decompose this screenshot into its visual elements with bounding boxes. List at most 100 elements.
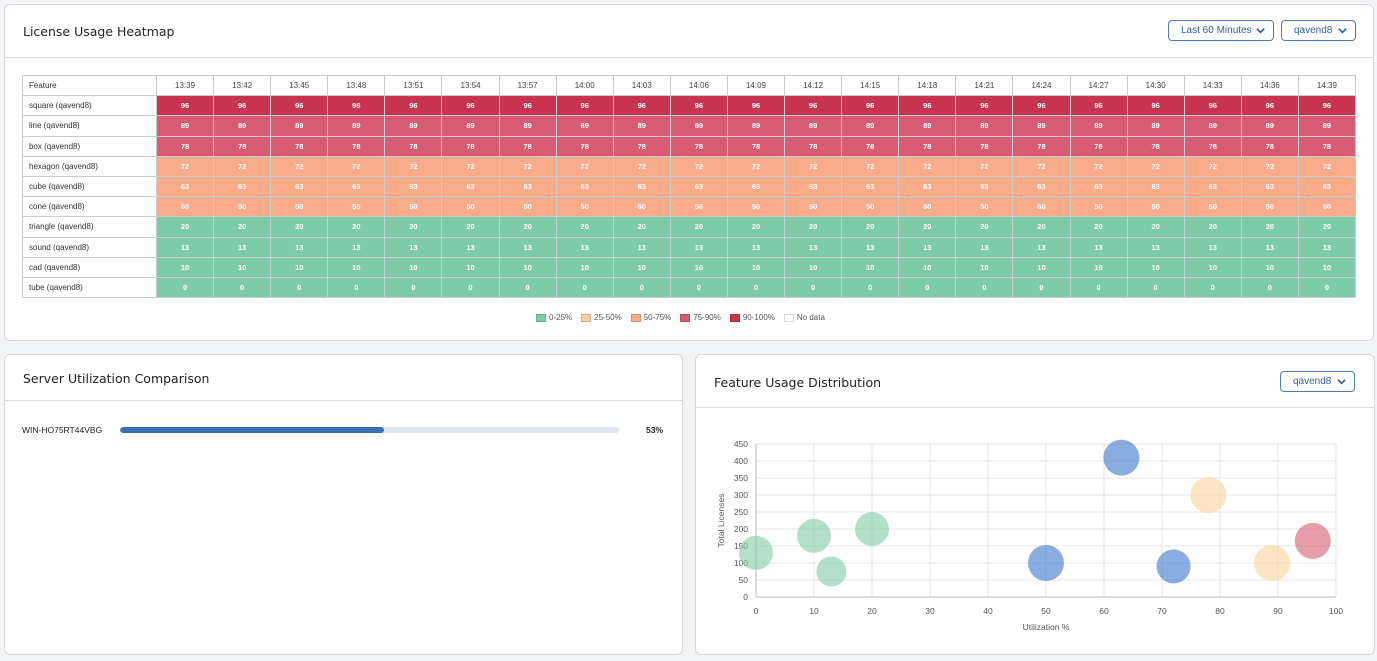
heatmap-cell[interactable]: 89	[327, 115, 386, 137]
heatmap-cell[interactable]: 20	[441, 216, 500, 238]
heatmap-cell[interactable]: 72	[270, 155, 329, 177]
bubble-point[interactable]	[1294, 522, 1331, 559]
bubble-point[interactable]	[855, 512, 889, 546]
heatmap-cell[interactable]: 0	[726, 276, 786, 299]
heatmap-cell[interactable]: 63	[155, 175, 215, 198]
heatmap-cell[interactable]: 50	[1183, 196, 1242, 218]
heatmap-cell[interactable]: 20	[784, 216, 843, 238]
heatmap-cell[interactable]: 20	[1069, 216, 1128, 238]
bubble-point[interactable]	[1190, 477, 1227, 513]
heatmap-cell[interactable]: 89	[555, 115, 614, 137]
heatmap-cell[interactable]: 96	[213, 95, 272, 117]
heatmap-cell[interactable]: 89	[726, 115, 786, 137]
heatmap-cell[interactable]: 89	[1012, 115, 1071, 137]
heatmap-cell[interactable]: 10	[327, 256, 386, 278]
heatmap-cell[interactable]: 20	[327, 216, 386, 238]
heatmap-cell[interactable]: 63	[270, 175, 329, 198]
heatmap-cell[interactable]: 96	[898, 95, 957, 117]
heatmap-cell[interactable]: 50	[1297, 196, 1357, 218]
heatmap-cell[interactable]: 78	[498, 135, 557, 157]
heatmap-cell[interactable]: 0	[955, 276, 1014, 299]
heatmap-cell[interactable]: 20	[1012, 216, 1071, 238]
heatmap-cell[interactable]: 63	[784, 175, 843, 198]
heatmap-cell[interactable]: 96	[784, 95, 843, 117]
heatmap-cell[interactable]: 10	[726, 256, 786, 278]
heatmap-cell[interactable]: 89	[898, 115, 957, 137]
heatmap-cell[interactable]: 89	[1297, 115, 1357, 137]
heatmap-cell[interactable]: 63	[1069, 175, 1128, 198]
heatmap-cell[interactable]: 78	[555, 135, 614, 157]
time-range-select[interactable]: Last 60 Minutes	[1168, 20, 1274, 41]
heatmap-cell[interactable]: 0	[612, 276, 671, 299]
heatmap-cell[interactable]: 50	[1126, 196, 1185, 218]
heatmap-cell[interactable]: 63	[498, 175, 557, 198]
heatmap-cell[interactable]: 20	[1240, 216, 1299, 238]
heatmap-cell[interactable]: 10	[898, 256, 957, 278]
heatmap-cell[interactable]: 10	[555, 256, 614, 278]
heatmap-cell[interactable]: 72	[498, 155, 557, 177]
heatmap-cell[interactable]: 0	[784, 276, 843, 299]
heatmap-cell[interactable]: 96	[669, 95, 728, 117]
heatmap-cell[interactable]: 96	[1069, 95, 1128, 117]
heatmap-cell[interactable]: 78	[1126, 135, 1185, 157]
heatmap-cell[interactable]: 72	[1012, 155, 1071, 177]
heatmap-cell[interactable]: 72	[555, 155, 614, 177]
heatmap-cell[interactable]: 72	[155, 155, 215, 177]
heatmap-cell[interactable]: 78	[155, 135, 215, 157]
heatmap-cell[interactable]: 10	[270, 256, 329, 278]
heatmap-cell[interactable]: 13	[327, 236, 386, 258]
heatmap-cell[interactable]: 89	[1240, 115, 1299, 137]
heatmap-cell[interactable]: 13	[726, 236, 786, 258]
heatmap-cell[interactable]: 0	[898, 276, 957, 299]
heatmap-cell[interactable]: 89	[669, 115, 728, 137]
heatmap-cell[interactable]: 96	[498, 95, 557, 117]
heatmap-cell[interactable]: 10	[498, 256, 557, 278]
heatmap-cell[interactable]: 78	[726, 135, 786, 157]
heatmap-cell[interactable]: 10	[841, 256, 900, 278]
heatmap-cell[interactable]: 50	[1240, 196, 1299, 218]
heatmap-cell[interactable]: 13	[1126, 236, 1185, 258]
heatmap-cell[interactable]: 78	[669, 135, 728, 157]
heatmap-cell[interactable]: 13	[384, 236, 443, 258]
heatmap-cell[interactable]: 89	[1069, 115, 1128, 137]
heatmap-cell[interactable]: 72	[1126, 155, 1185, 177]
heatmap-cell[interactable]: 78	[784, 135, 843, 157]
heatmap-cell[interactable]: 13	[1183, 236, 1242, 258]
heatmap-cell[interactable]: 78	[1297, 135, 1357, 157]
heatmap-cell[interactable]: 96	[384, 95, 443, 117]
heatmap-cell[interactable]: 50	[555, 196, 614, 218]
heatmap-cell[interactable]: 63	[1240, 175, 1299, 198]
heatmap-cell[interactable]: 96	[612, 95, 671, 117]
heatmap-cell[interactable]: 50	[898, 196, 957, 218]
heatmap-cell[interactable]: 78	[955, 135, 1014, 157]
heatmap-cell[interactable]: 89	[612, 115, 671, 137]
heatmap-cell[interactable]: 78	[327, 135, 386, 157]
heatmap-cell[interactable]: 13	[1012, 236, 1071, 258]
heatmap-cell[interactable]: 63	[1012, 175, 1071, 198]
heatmap-cell[interactable]: 0	[213, 276, 272, 299]
heatmap-cell[interactable]: 10	[155, 256, 215, 278]
heatmap-cell[interactable]: 20	[155, 216, 215, 238]
heatmap-cell[interactable]: 50	[270, 196, 329, 218]
heatmap-cell[interactable]: 78	[898, 135, 957, 157]
heatmap-cell[interactable]: 78	[1012, 135, 1071, 157]
heatmap-cell[interactable]: 50	[612, 196, 671, 218]
heatmap-cell[interactable]: 0	[1240, 276, 1299, 299]
heatmap-cell[interactable]: 63	[327, 175, 386, 198]
heatmap-cell[interactable]: 0	[1012, 276, 1071, 299]
heatmap-cell[interactable]: 96	[1297, 95, 1357, 117]
heatmap-cell[interactable]: 13	[270, 236, 329, 258]
heatmap-cell[interactable]: 20	[1126, 216, 1185, 238]
heatmap-cell[interactable]: 63	[726, 175, 786, 198]
heatmap-cell[interactable]: 20	[612, 216, 671, 238]
heatmap-cell[interactable]: 72	[213, 155, 272, 177]
heatmap-cell[interactable]: 20	[1297, 216, 1357, 238]
heatmap-cell[interactable]: 50	[441, 196, 500, 218]
heatmap-cell[interactable]: 72	[955, 155, 1014, 177]
heatmap-cell[interactable]: 96	[270, 95, 329, 117]
heatmap-cell[interactable]: 72	[1297, 155, 1357, 177]
heatmap-cell[interactable]: 72	[1069, 155, 1128, 177]
heatmap-cell[interactable]: 10	[384, 256, 443, 278]
heatmap-cell[interactable]: 63	[1297, 175, 1357, 198]
bubble-point[interactable]	[1254, 545, 1291, 581]
